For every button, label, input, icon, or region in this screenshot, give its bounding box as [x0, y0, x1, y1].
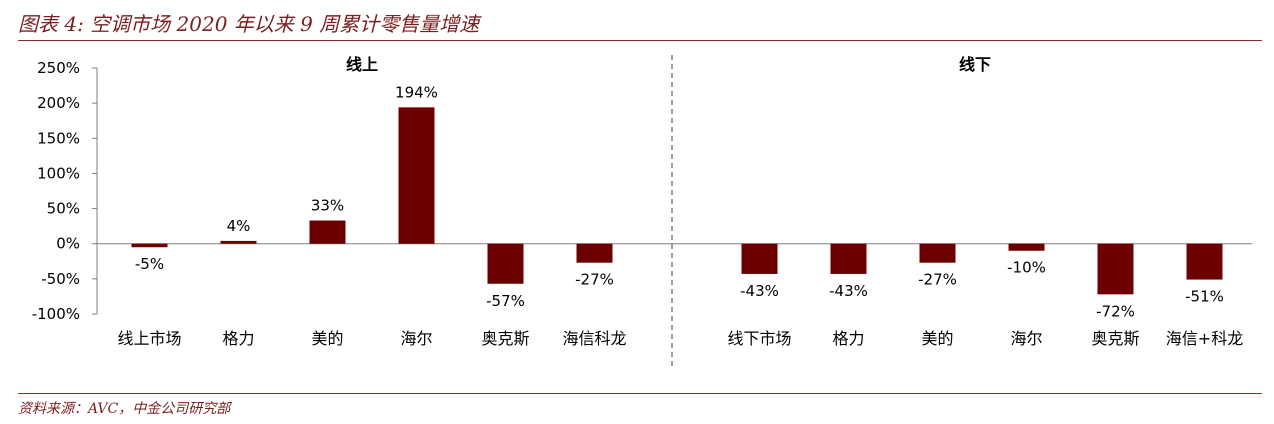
bar	[1097, 243, 1134, 295]
bar	[220, 240, 257, 244]
y-tick-label: 0%	[56, 235, 80, 253]
data-label: -57%	[486, 292, 525, 310]
bar	[487, 243, 524, 284]
bar	[830, 243, 867, 274]
y-tick-label: -50%	[41, 270, 80, 288]
data-label: -5%	[135, 255, 164, 273]
category-label: 格力	[832, 329, 864, 348]
bar	[1008, 243, 1045, 251]
y-tick-label: 200%	[37, 94, 80, 112]
bar	[741, 243, 778, 274]
y-tick-label: 100%	[37, 164, 80, 182]
data-label: -10%	[1007, 259, 1046, 277]
data-label: 33%	[311, 197, 344, 215]
data-label: -51%	[1185, 288, 1224, 306]
panel-label: 线上	[346, 55, 378, 74]
source-note: 资料来源：AVC，中金公司研究部	[18, 401, 231, 417]
panel-labels: 线上 线下	[346, 55, 991, 74]
figure-title: 图表 4: 空调市场 2020 年以来 9 周累计零售量增速	[18, 12, 480, 36]
category-labels: 线上市场 格力 美的 海尔 奥克斯 海信科龙 线下市场 格力 美的 海尔 奥克斯 海信+科龙	[117, 329, 1243, 348]
category-label: 美的	[311, 329, 343, 348]
bar	[131, 243, 168, 248]
data-label: -27%	[575, 271, 614, 289]
bar	[398, 107, 435, 244]
category-label: 线下市场	[727, 329, 791, 348]
category-label: 奥克斯	[1091, 329, 1139, 348]
category-label: 海尔	[400, 329, 432, 348]
bars	[131, 107, 1223, 295]
bar	[1186, 243, 1223, 280]
data-label: -43%	[740, 282, 779, 300]
category-label: 海信+科龙	[1166, 329, 1243, 348]
bar	[919, 243, 956, 263]
y-tick-label: 50%	[47, 200, 80, 218]
y-axis: 250% 200% 150% 100% 50% 0% -50% -100%	[32, 59, 98, 323]
bar	[309, 220, 346, 244]
footer-divider	[18, 393, 1262, 394]
bar	[576, 243, 613, 263]
y-tick-label: -100%	[32, 305, 80, 323]
y-tick-label: 250%	[37, 59, 80, 77]
category-label: 格力	[222, 329, 254, 348]
data-label: -72%	[1096, 302, 1135, 320]
y-tick-label: 150%	[37, 129, 80, 147]
title-divider	[18, 40, 1262, 41]
data-label: -43%	[829, 282, 868, 300]
category-label: 海信科龙	[562, 329, 626, 348]
category-label: 海尔	[1010, 329, 1042, 348]
panel-label: 线下	[959, 55, 991, 74]
category-label: 奥克斯	[481, 329, 529, 348]
data-label: 194%	[395, 83, 438, 101]
data-label: 4%	[227, 217, 251, 235]
category-label: 美的	[921, 329, 953, 348]
category-label: 线上市场	[117, 329, 181, 348]
data-label: -27%	[918, 271, 957, 289]
data-labels: -5% 4% 33% 194% -57% -27% -43% -43% -27% -10% -72%…	[135, 83, 1224, 320]
